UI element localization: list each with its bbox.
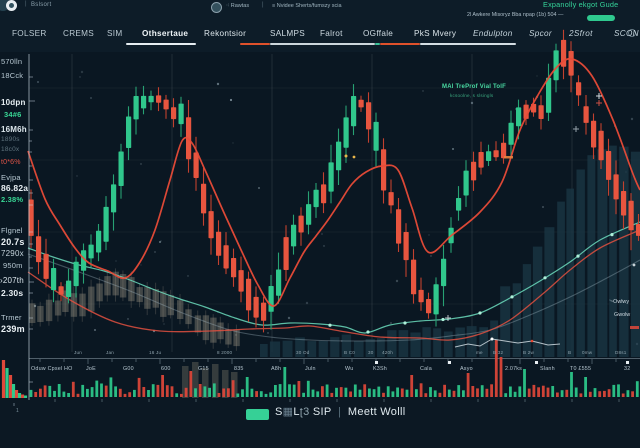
svg-text:1: 1 — [16, 408, 19, 414]
